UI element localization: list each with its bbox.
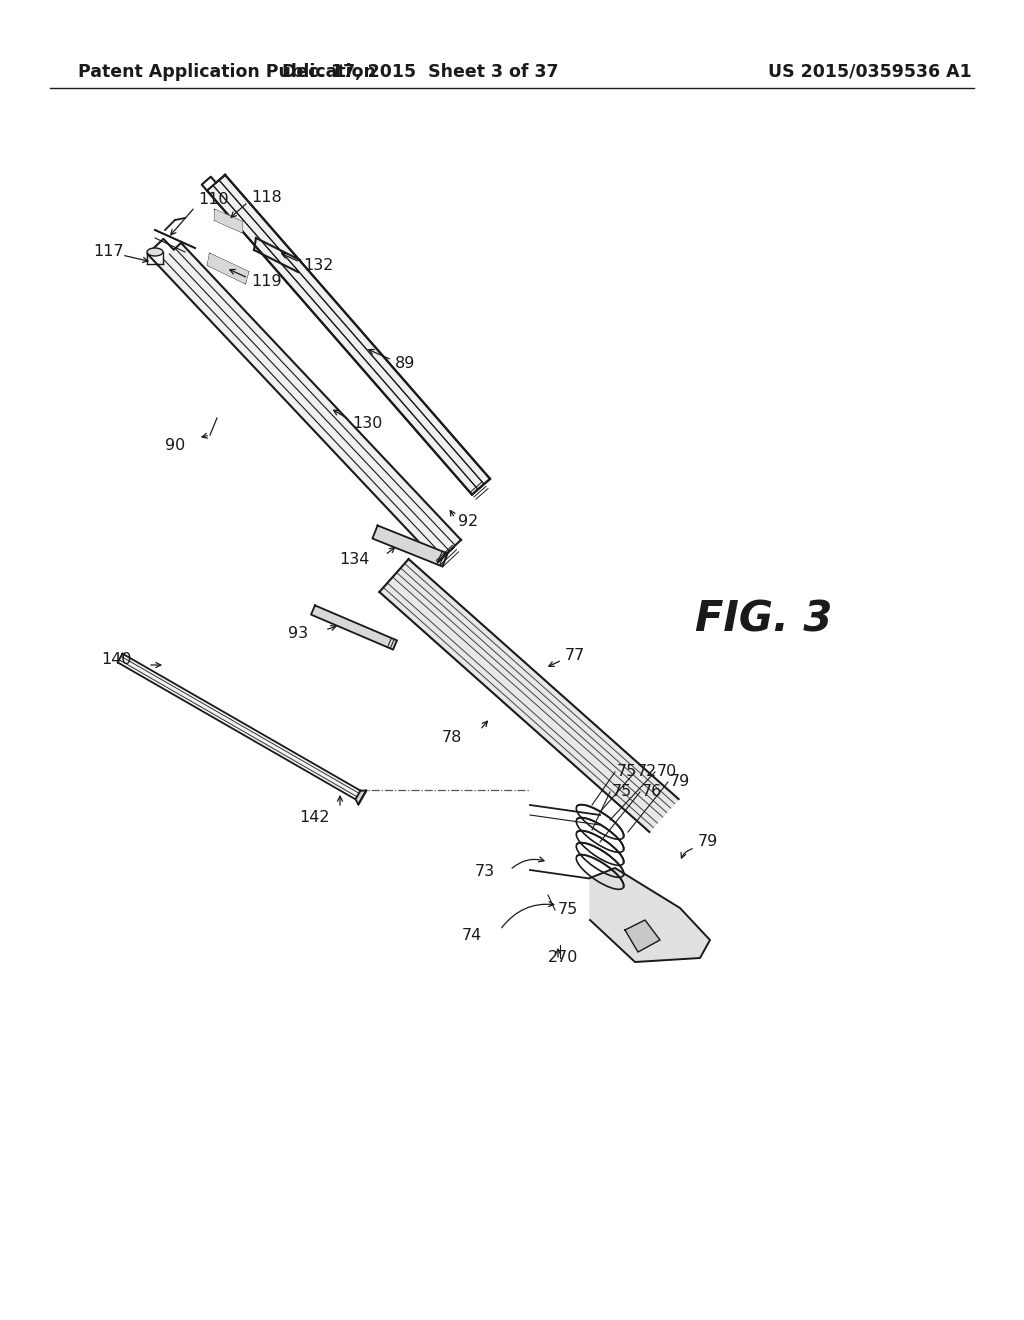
Polygon shape — [379, 560, 679, 832]
Text: 270: 270 — [548, 950, 579, 965]
Text: US 2015/0359536 A1: US 2015/0359536 A1 — [768, 63, 972, 81]
Text: 77: 77 — [565, 648, 586, 664]
Text: 72: 72 — [637, 764, 657, 780]
Text: 132: 132 — [303, 259, 334, 273]
Text: Patent Application Publication: Patent Application Publication — [78, 63, 376, 81]
Text: 78: 78 — [441, 730, 462, 746]
Ellipse shape — [147, 248, 163, 256]
Polygon shape — [118, 653, 360, 800]
Text: 76: 76 — [642, 784, 663, 800]
Polygon shape — [208, 253, 248, 282]
Text: 119: 119 — [251, 275, 282, 289]
Text: 90: 90 — [165, 437, 185, 453]
Text: 73: 73 — [475, 865, 495, 879]
Text: 89: 89 — [395, 356, 416, 371]
Polygon shape — [215, 210, 242, 232]
Text: 134: 134 — [340, 553, 370, 568]
Text: 93: 93 — [288, 627, 308, 642]
Text: 110: 110 — [198, 193, 228, 207]
Text: 74: 74 — [462, 928, 482, 942]
Text: 75: 75 — [558, 903, 579, 917]
Text: 130: 130 — [352, 417, 382, 432]
Polygon shape — [625, 920, 660, 952]
Text: Dec. 17, 2015  Sheet 3 of 37: Dec. 17, 2015 Sheet 3 of 37 — [282, 63, 558, 81]
Polygon shape — [590, 869, 710, 962]
Text: 142: 142 — [299, 810, 330, 825]
Text: FIG. 3: FIG. 3 — [695, 599, 833, 642]
Text: 92: 92 — [458, 515, 478, 529]
Text: 75: 75 — [617, 764, 637, 780]
Polygon shape — [158, 243, 461, 562]
Text: 79: 79 — [670, 775, 690, 789]
Text: 70: 70 — [657, 764, 677, 780]
Polygon shape — [207, 174, 490, 495]
Text: 79: 79 — [698, 834, 718, 850]
Polygon shape — [373, 525, 447, 566]
Text: 75: 75 — [612, 784, 632, 800]
Polygon shape — [311, 606, 397, 649]
Text: 118: 118 — [251, 190, 282, 205]
Text: 140: 140 — [101, 652, 132, 668]
Text: 117: 117 — [93, 244, 124, 260]
Polygon shape — [355, 791, 367, 804]
